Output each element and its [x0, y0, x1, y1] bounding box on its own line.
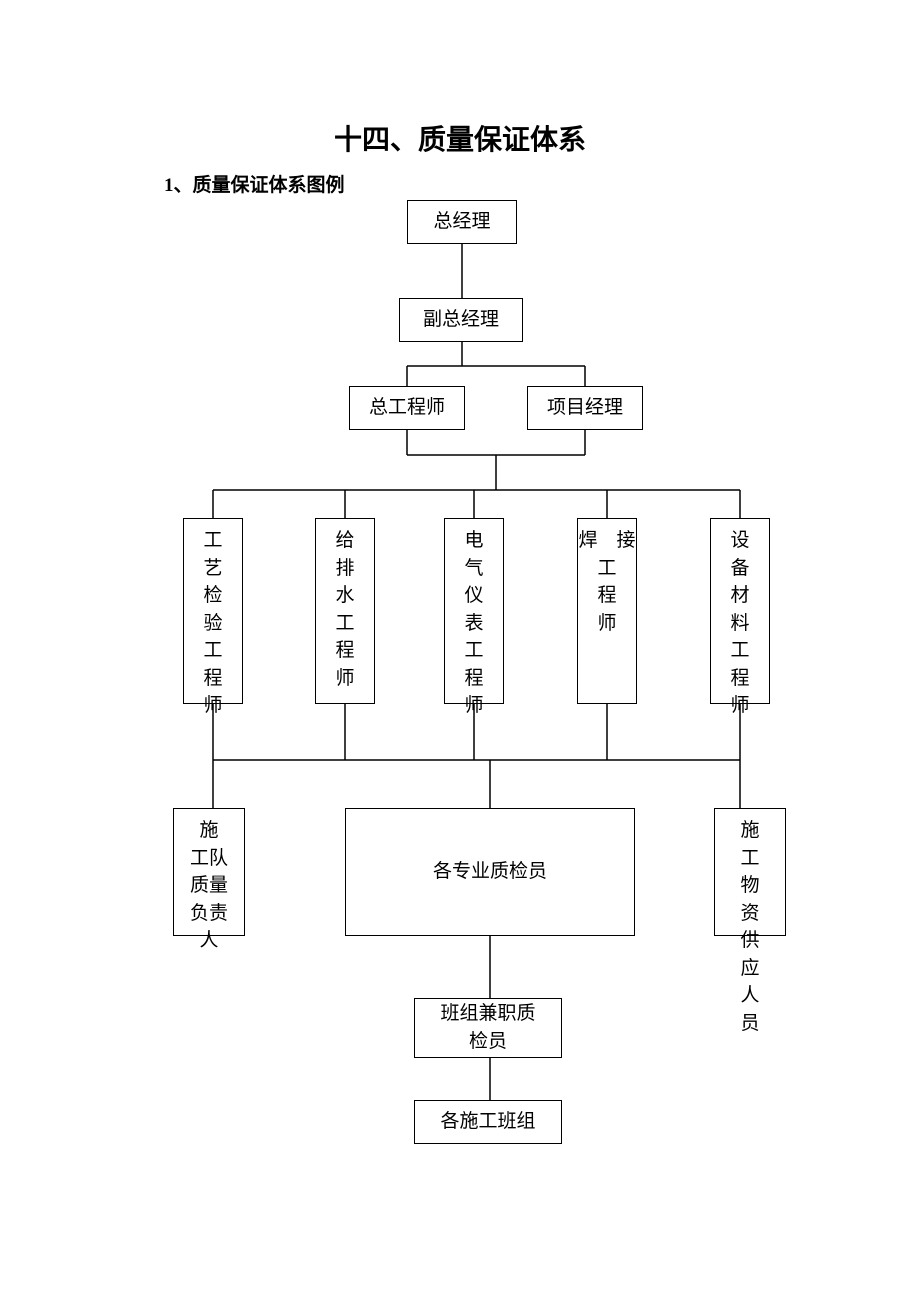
- node-construction-teams: 各施工班组: [414, 1100, 562, 1144]
- node-construction-material-supply: 施工物资供应人员: [714, 808, 786, 936]
- node-deputy-general-manager: 副总经理: [399, 298, 523, 342]
- node-team-part-time-inspector: 班组兼职质检员: [414, 998, 562, 1058]
- node-electrical-instrument-engineer: 电气仪表工程师: [444, 518, 504, 704]
- node-specialty-inspectors: 各专业质检员: [345, 808, 635, 936]
- node-construction-team-quality-lead: 施工队质量负责人: [173, 808, 245, 936]
- page: 十四、质量保证体系 1、质量保证体系图例 总经理 副总经理 总工程师 项目经理 …: [0, 0, 920, 1302]
- node-equipment-material-engineer: 设备材料工程师: [710, 518, 770, 704]
- page-title: 十四、质量保证体系: [0, 118, 920, 158]
- node-welding-engineer: 焊 接工程师: [577, 518, 637, 704]
- node-project-manager: 项目经理: [527, 386, 643, 430]
- node-general-manager: 总经理: [407, 200, 517, 244]
- node-process-inspection-engineer: 工艺检验工程师: [183, 518, 243, 704]
- node-chief-engineer: 总工程师: [349, 386, 465, 430]
- node-plumbing-engineer: 给排水工程师: [315, 518, 375, 704]
- section-subtitle: 1、质量保证体系图例: [164, 170, 345, 197]
